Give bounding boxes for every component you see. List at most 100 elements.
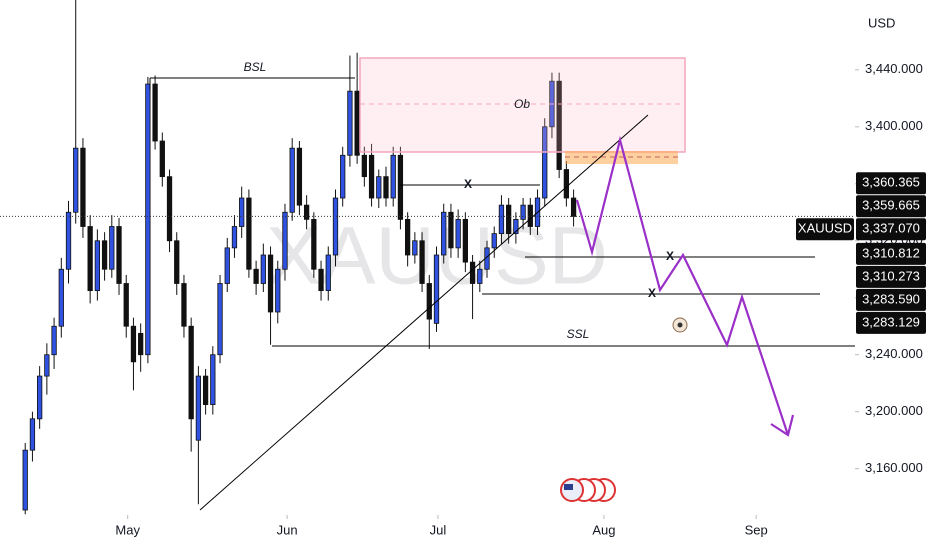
price-label-box: [856, 288, 926, 311]
candle-body: [390, 154, 396, 199]
candle-body: [152, 83, 158, 142]
price-label: 3,337.070: [862, 221, 920, 236]
candle-body: [29, 418, 36, 451]
price-label: 3,360.365: [862, 175, 920, 190]
candle-body: [455, 218, 461, 249]
axes: 3,160.0003,200.0003,240.0003,280.0003,32…: [115, 61, 926, 537]
candle-body: [123, 283, 129, 327]
candle-body: [195, 375, 202, 441]
price-label-box: [856, 265, 926, 288]
candle-body: [340, 154, 346, 199]
y-tick-label: 3,440.000: [865, 61, 923, 76]
candle-body: [289, 147, 295, 213]
price-label-box: [856, 195, 926, 218]
candle-body: [433, 254, 440, 324]
annotation: BSL: [244, 60, 267, 74]
candle-body: [506, 204, 512, 235]
symbol-label-box: [796, 218, 854, 241]
event-flag: [564, 484, 573, 490]
price-label: 3,359.665: [862, 198, 920, 213]
candle-body: [253, 268, 259, 284]
candle-body: [354, 90, 360, 156]
x-tick-label: Jul: [430, 522, 447, 537]
candle-body: [267, 254, 274, 313]
candle-body: [58, 268, 64, 327]
x-tick-label: May: [115, 522, 140, 537]
candle-body: [188, 325, 194, 420]
y-tick-label: 3,200.000: [865, 403, 923, 418]
candle-body: [542, 126, 548, 199]
y-tick-label: 3,400.000: [865, 118, 923, 133]
candle-body: [448, 211, 454, 249]
candle-body: [101, 240, 108, 270]
candle-body: [138, 332, 144, 356]
candle-body: [412, 240, 418, 256]
candle-body: [260, 254, 266, 284]
candle-body: [311, 218, 317, 270]
candle-body: [44, 354, 50, 377]
candle-body: [174, 240, 180, 284]
candle-body: [202, 375, 209, 405]
candle-body: [368, 154, 375, 199]
candle-body: [94, 240, 101, 292]
candle-body: [116, 226, 122, 284]
candle-body: [477, 268, 483, 284]
candle-body: [376, 176, 382, 199]
annotation: SSL: [567, 327, 590, 341]
candle-body: [159, 140, 165, 178]
plot-area: [0, 0, 855, 515]
candle-body: [303, 204, 310, 220]
candle-body: [318, 268, 324, 292]
candle-body: [224, 247, 230, 284]
annotation: X: [648, 286, 656, 300]
candle-body: [383, 176, 389, 199]
candle-body: [513, 218, 519, 235]
order-block: [359, 57, 686, 153]
candle-body: [275, 268, 281, 313]
candle-body: [491, 233, 497, 249]
candle-body: [397, 154, 404, 220]
price-label-box: [856, 172, 926, 195]
price-label: 3,283.590: [862, 291, 920, 306]
candle-body: [520, 204, 526, 220]
candle-body: [73, 147, 79, 213]
currency-label: USD: [868, 15, 895, 30]
price-label-box: [856, 218, 926, 241]
candle-body: [527, 204, 533, 227]
candle-body: [87, 226, 93, 292]
candle-body: [405, 218, 411, 256]
candle-body: [130, 325, 137, 363]
candle-body: [109, 226, 115, 270]
candle-body: [332, 197, 339, 256]
trend-line: [199, 114, 649, 511]
candle-body: [181, 283, 187, 327]
candle-body: [22, 449, 28, 511]
candle-body: [462, 218, 468, 263]
price-label-box: [856, 311, 926, 334]
candle-body: [441, 211, 447, 256]
candle-body: [347, 90, 353, 156]
candle-body: [217, 283, 223, 356]
price-label: 3,310.273: [862, 268, 920, 283]
price-label: 3,283.129: [862, 314, 920, 329]
symbol-label: XAUUSD: [798, 221, 852, 236]
candle-body: [570, 197, 577, 217]
candle-body: [419, 240, 425, 284]
candle-body: [246, 197, 252, 270]
price-label-box: [856, 242, 926, 265]
candle-body: [282, 211, 288, 270]
candle-body: [361, 154, 367, 178]
annotation: Ob: [514, 97, 530, 111]
candle-body: [563, 169, 570, 199]
candle-body: [80, 147, 86, 227]
projection-arrowhead: [770, 414, 795, 437]
price-label: 3,310.812: [862, 245, 920, 260]
y-tick-label: 3,240.000: [865, 346, 923, 361]
candle-body: [37, 375, 43, 420]
annotation: X: [666, 249, 674, 263]
candle-body: [325, 254, 331, 292]
candle-body: [239, 197, 245, 227]
annotation: X: [464, 177, 472, 191]
